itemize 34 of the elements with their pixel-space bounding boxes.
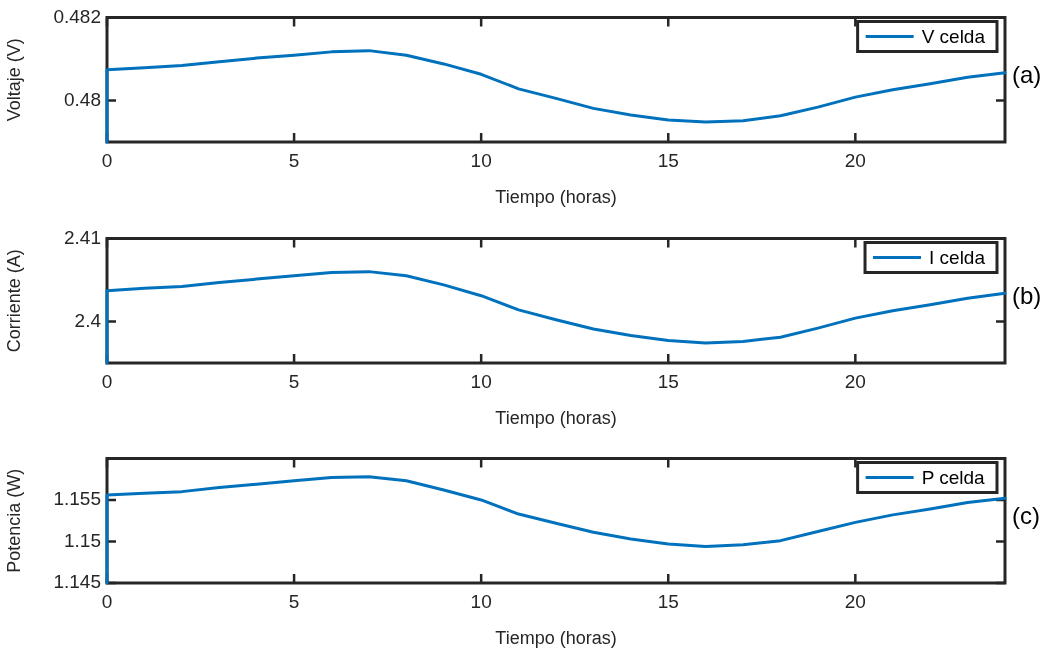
y-tick-label: 1.145 — [53, 571, 101, 593]
y-tick-label: 1.155 — [53, 488, 101, 510]
legend-label: P celda — [921, 466, 986, 488]
x-tick-label: 20 — [844, 370, 866, 392]
x-tick-label: 15 — [657, 149, 679, 171]
x-tick-label: 0 — [101, 149, 113, 171]
y-tick-label: 2.4 — [74, 309, 102, 331]
x-tick-label: 15 — [657, 590, 679, 612]
x-axis-title: Tiempo (horas) — [495, 408, 617, 429]
legend-label: V celda — [921, 25, 986, 47]
x-tick-label: 15 — [657, 370, 679, 392]
x-tick-label: 0 — [101, 370, 113, 392]
text: (b) — [1012, 281, 1042, 309]
x-axis-title: Tiempo (horas) — [495, 187, 617, 208]
legend-label: I celda — [929, 246, 986, 268]
x-tick-label: 20 — [844, 149, 866, 171]
x-tick-label: 10 — [470, 590, 492, 612]
y-tick-label: 2.41 — [64, 226, 101, 248]
x-tick-label: 5 — [288, 149, 300, 171]
x-tick-label: 10 — [470, 149, 492, 171]
y-tick-label: 0.48 — [64, 88, 101, 110]
x-tick-label: 20 — [844, 590, 866, 612]
y-tick-label: 1.15 — [64, 529, 101, 551]
x-tick-label: 0 — [101, 590, 113, 612]
x-tick-label: 5 — [288, 370, 300, 392]
text: (c) — [1012, 501, 1040, 529]
x-axis-title: Tiempo (horas) — [495, 628, 617, 649]
y-axis-title: Corriente (A) — [3, 249, 24, 353]
text: (a) — [1012, 60, 1042, 88]
x-tick-label: 5 — [288, 590, 300, 612]
y-axis-title: Potencia (W) — [3, 468, 24, 573]
x-tick-label: 10 — [470, 370, 492, 392]
y-tick-label: 0.482 — [53, 5, 101, 27]
y-axis-title: Voltaje (V) — [3, 38, 24, 122]
